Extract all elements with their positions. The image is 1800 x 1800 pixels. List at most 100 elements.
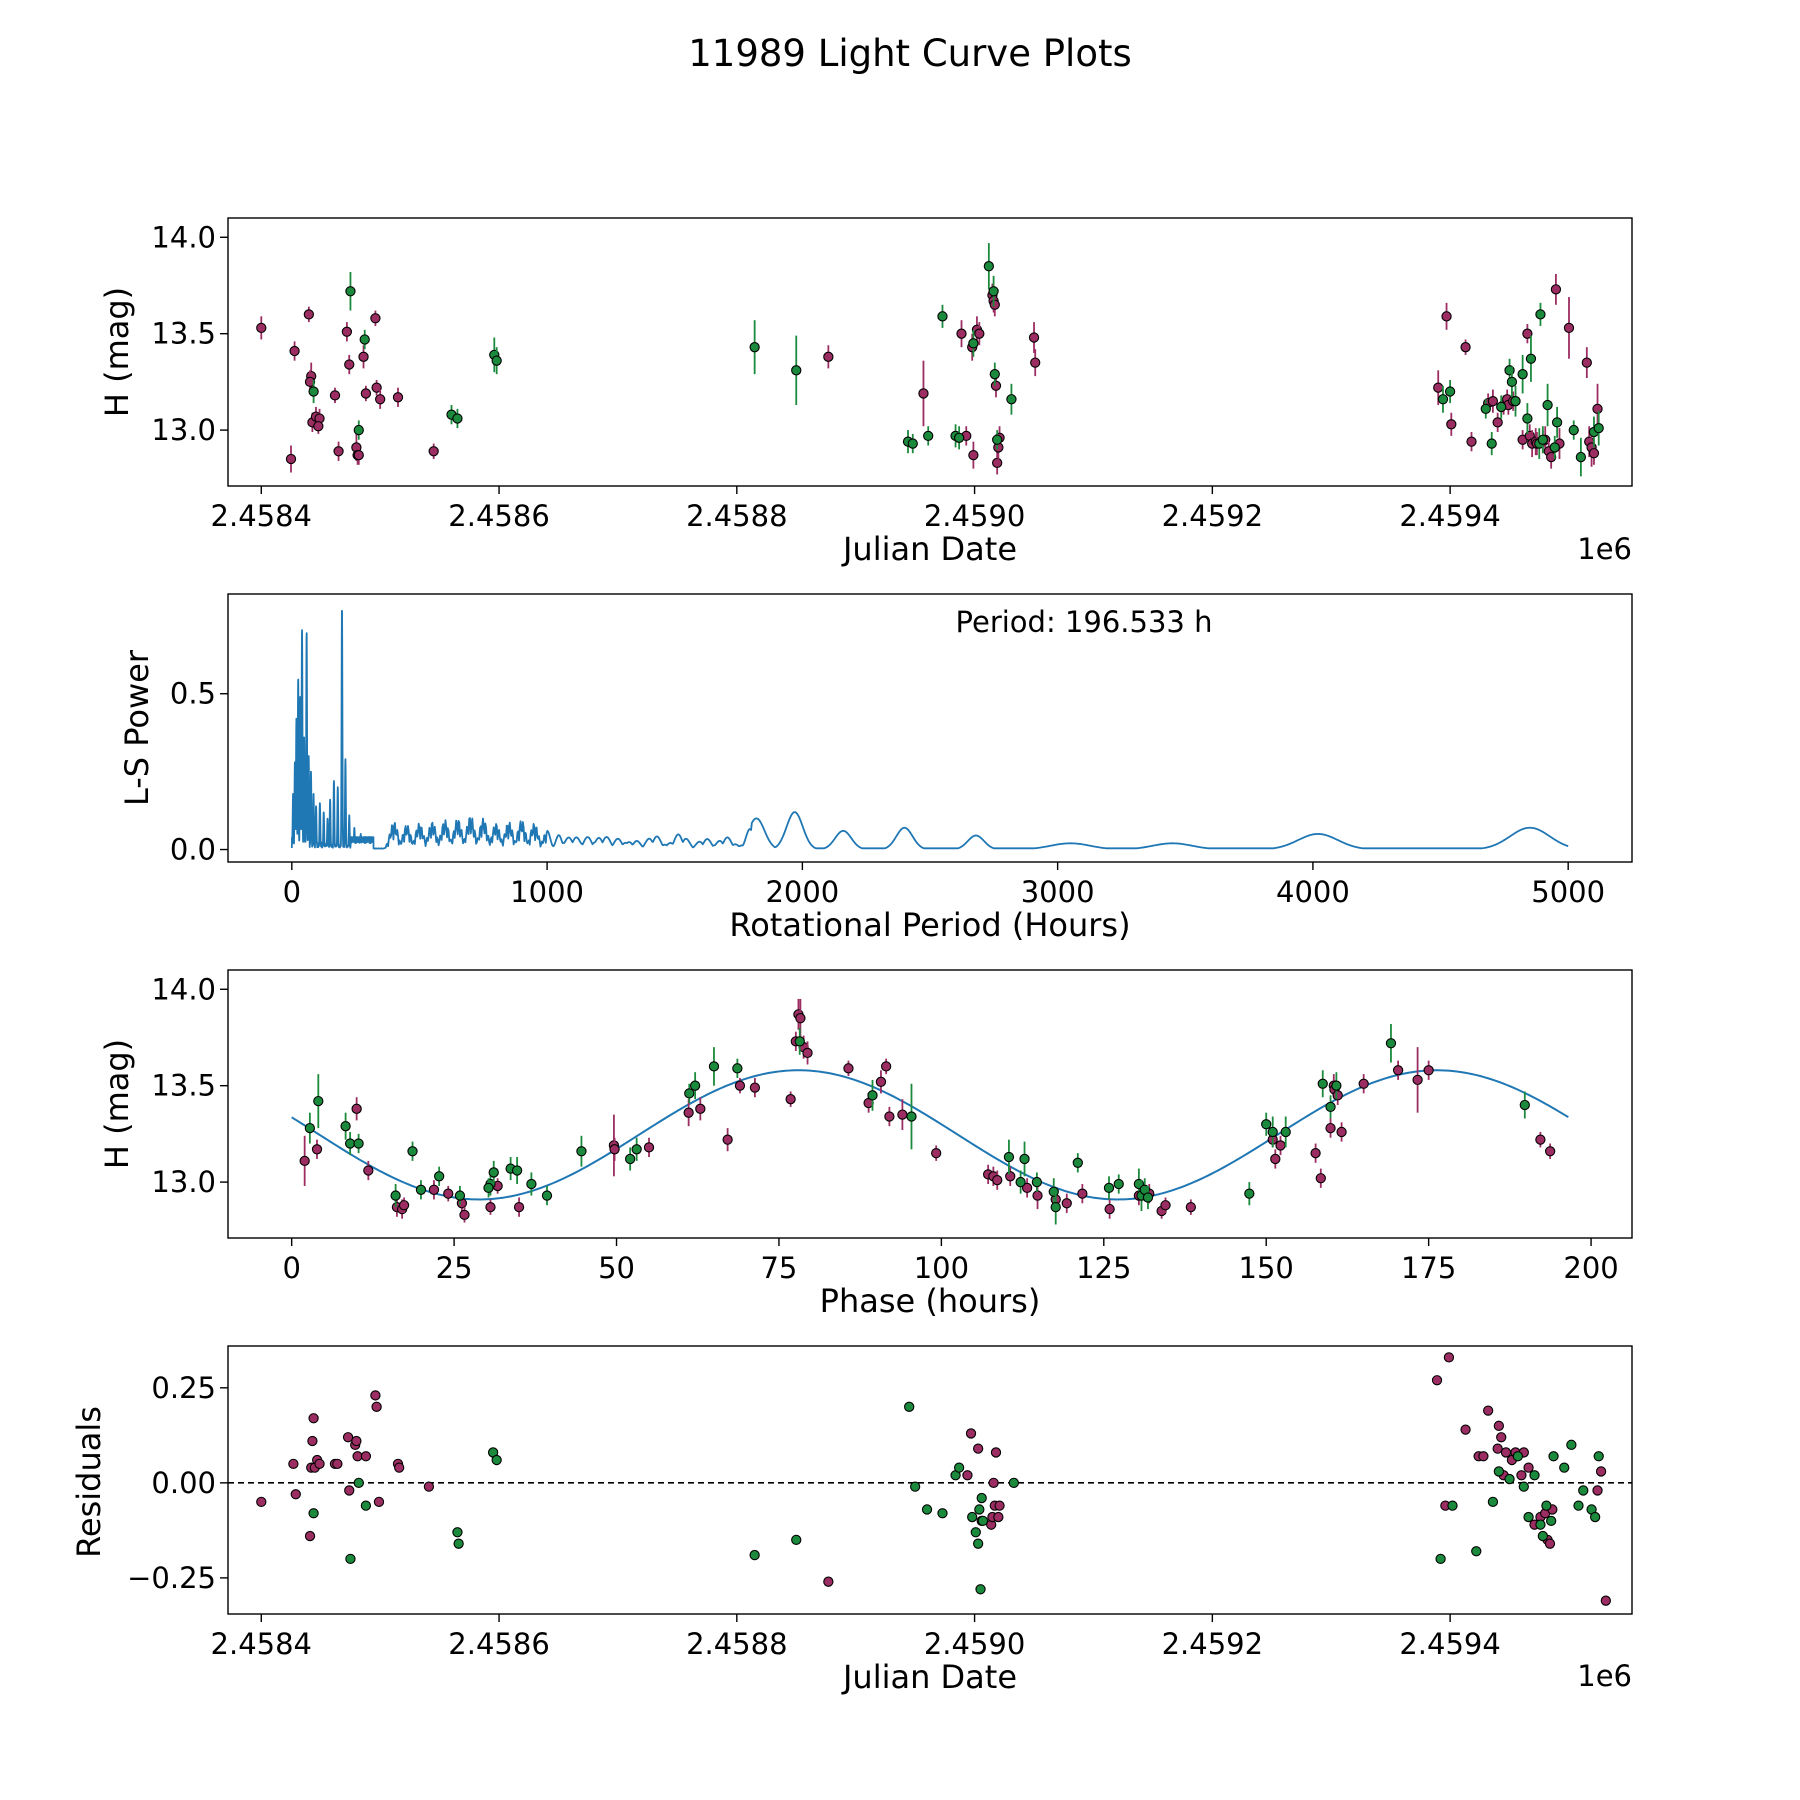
purple-point [1032, 1190, 1043, 1201]
purple-point [962, 1470, 973, 1481]
green-point [1522, 413, 1533, 424]
purple-point [1270, 1153, 1281, 1165]
green-point [345, 1553, 356, 1565]
green-point [452, 413, 463, 424]
green-point [1261, 1119, 1272, 1130]
purple-point [1005, 1171, 1016, 1182]
green-point [1593, 1451, 1604, 1462]
purple-point [1423, 1065, 1434, 1076]
purple-point [360, 1451, 372, 1462]
x-tick-label: 50 [598, 1251, 635, 1285]
y-tick-label: −0.25 [127, 1561, 216, 1595]
x-tick-label: 150 [1239, 1251, 1294, 1285]
green-point [308, 1508, 319, 1519]
green-point [1280, 1126, 1291, 1138]
purple-point [341, 326, 353, 337]
x-tick-label: 2000 [765, 875, 839, 909]
purple-point [1325, 1122, 1336, 1134]
light-curve-frame [227, 217, 1633, 487]
purple-point [1185, 1202, 1197, 1213]
green-point [974, 1504, 985, 1515]
purple-point [360, 388, 372, 399]
green-point [1537, 1530, 1548, 1542]
green-point [1559, 1462, 1570, 1473]
x-tick-label: 3000 [1021, 875, 1095, 909]
green-point [576, 1146, 587, 1157]
y-tick-label: 13.5 [151, 317, 216, 351]
purple-point [299, 1155, 310, 1167]
green-point [1006, 394, 1017, 405]
purple-point [1441, 311, 1452, 322]
phase-xlabel: Phase (hours) [820, 1282, 1041, 1320]
purple-point [1446, 419, 1457, 430]
green-point [1447, 1500, 1458, 1511]
purple-point [307, 1435, 318, 1447]
purple-point [1310, 1148, 1321, 1159]
light-curve-panel: 2.4584 2.4586 2.4588 2.4590 2.4592 2.4594 13.0… [98, 217, 1633, 568]
purple-point [1592, 1485, 1603, 1496]
x-tick-label: 2.4592 [1162, 499, 1263, 533]
green-point [1471, 1546, 1482, 1557]
purple-point [423, 1481, 435, 1492]
light-curve-offset-label: 1e6 [1577, 532, 1632, 566]
purple-point [1493, 1420, 1505, 1431]
green-point [452, 1527, 463, 1538]
purple-point [918, 388, 929, 399]
green-point [1510, 396, 1521, 407]
green-point [511, 1165, 523, 1176]
purple-point [884, 1111, 895, 1122]
purple-point [990, 1447, 1002, 1458]
purple-point [314, 1458, 325, 1469]
purple-point [428, 446, 439, 457]
green-point [304, 1122, 316, 1134]
purple-point [1460, 1424, 1471, 1435]
x-tick-label: 75 [760, 1251, 797, 1285]
green-point [794, 1036, 805, 1047]
purple-point [392, 392, 404, 403]
green-point [1493, 1466, 1505, 1477]
x-tick-label: 2.4588 [686, 1627, 787, 1661]
green-point [1480, 403, 1491, 415]
y-tick-label: 13.5 [151, 1069, 216, 1103]
x-tick-label: 0 [283, 875, 301, 909]
green-point [906, 1111, 917, 1122]
green-point [1568, 424, 1579, 436]
purple-point [1492, 1443, 1503, 1454]
green-point [1529, 1470, 1540, 1481]
purple-point [342, 1432, 354, 1443]
periodogram-ylabel: L-S Power [118, 649, 156, 806]
x-tick-label: 1000 [510, 875, 584, 909]
green-point [968, 338, 979, 349]
purple-point [823, 1576, 834, 1587]
green-point [923, 430, 934, 442]
x-tick-label: 2.4588 [686, 499, 787, 533]
x-tick-label: 4000 [1276, 875, 1350, 909]
purple-point [1492, 417, 1503, 428]
green-point [953, 432, 965, 443]
green-point [983, 261, 994, 272]
purple-point [749, 1082, 761, 1093]
purple-point [344, 1485, 355, 1496]
x-tick-label: 2.4594 [1399, 499, 1500, 533]
figure-title: 11989 Light Curve Plots [688, 32, 1132, 75]
periodogram-panel: 0 1000 2000 3000 4000 5000 0.0 0.5 Period: 196.… [118, 593, 1633, 944]
green-point [1487, 1496, 1499, 1508]
purple-point [332, 1458, 343, 1469]
green-point [491, 1454, 502, 1466]
green-point [1486, 438, 1497, 449]
y-tick-label: 0.0 [170, 833, 216, 867]
green-point [353, 424, 364, 436]
purple-point [1358, 1078, 1369, 1089]
green-point [1331, 1080, 1342, 1091]
purple-point [351, 1435, 362, 1447]
residuals-frame [227, 1345, 1633, 1615]
purple-point [1160, 1200, 1171, 1211]
green-point [541, 1190, 553, 1201]
purple-point [956, 328, 967, 339]
purple-point [992, 1175, 1003, 1186]
green-point [937, 1508, 948, 1519]
green-point [1437, 394, 1449, 405]
green-point [937, 311, 948, 322]
purple-point [428, 1184, 440, 1195]
